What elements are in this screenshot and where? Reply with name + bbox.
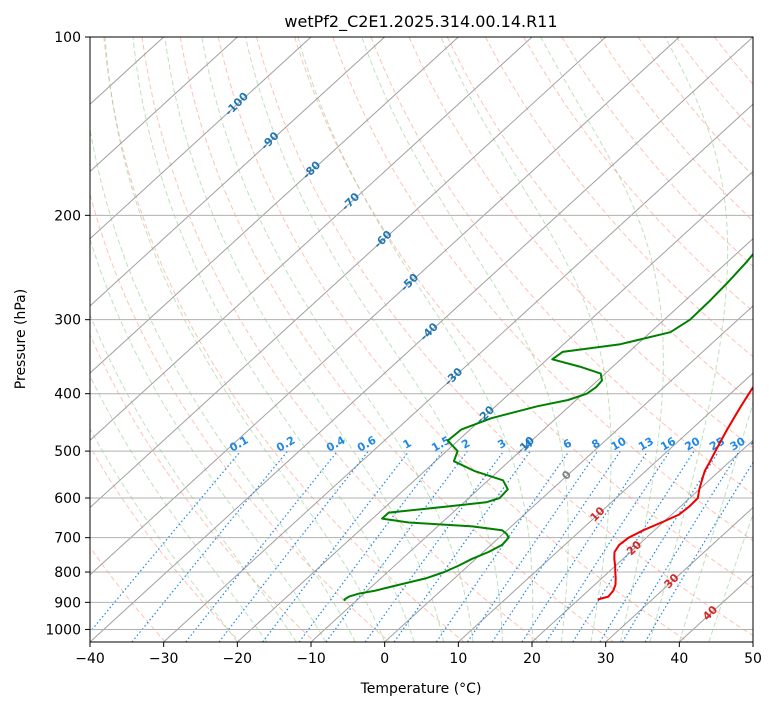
mixing-ratio-line <box>435 450 570 642</box>
dry-adiabat-line <box>103 37 465 642</box>
x-tick-label: 0 <box>380 651 389 667</box>
y-tick-label: 500 <box>54 444 81 460</box>
moist-adiabat-line <box>90 237 327 642</box>
plot-frame <box>89 36 754 643</box>
moist-adiabat-line <box>678 401 753 642</box>
dry-adiabat-line <box>217 37 689 642</box>
moist-adiabat-line <box>245 37 503 642</box>
moist-adiabat-line <box>90 125 356 642</box>
moist-adiabat-line <box>201 37 474 642</box>
isotherm-line <box>457 372 753 642</box>
isotherm-line <box>531 439 753 642</box>
y-tick-label: 600 <box>54 491 81 507</box>
x-tick-label: 20 <box>523 651 541 667</box>
moist-adiabat-line <box>649 37 729 642</box>
mixing-ratio-line <box>90 450 242 633</box>
x-tick-label: −20 <box>223 651 253 667</box>
y-tick-label: 1000 <box>45 622 81 638</box>
isotherm-line <box>236 170 753 642</box>
y-axis-label: Pressure (hPa) <box>13 289 29 389</box>
mixing-ratio-label: 36 <box>748 434 768 453</box>
mixing-ratio-line <box>545 450 671 642</box>
mixing-ratio-line <box>621 450 740 642</box>
dry-adiabat-line <box>141 37 540 642</box>
isotherm-line <box>90 37 312 240</box>
dry-adiabat-line <box>370 37 753 495</box>
x-tick-label: 10 <box>449 651 467 667</box>
moist-adiabat-line <box>297 37 534 642</box>
x-tick-label: 30 <box>597 651 615 667</box>
mixing-ratio-line <box>325 450 468 642</box>
axes: −40 −30 −20 −10 0 10 20 30 40 50 100 200 300 400 500 60… <box>45 30 762 667</box>
moist-adiabat-line <box>440 37 612 642</box>
chart-title: wetPf2_C2E1.2025.314.00.14.R11 <box>284 12 557 32</box>
isotherm-line <box>90 37 238 173</box>
mixing-ratio-line <box>131 450 289 642</box>
dry-adiabat-line <box>179 37 614 642</box>
isotherm-line <box>90 37 459 374</box>
x-tick-label: −40 <box>75 651 105 667</box>
isotherm-line <box>90 37 386 307</box>
dry-adiabat-line <box>523 37 753 313</box>
dry-adiabat-line <box>90 333 316 642</box>
isotherm-line <box>90 37 680 576</box>
x-tick-label: −10 <box>296 651 326 667</box>
dry-adiabat-line <box>484 37 753 358</box>
moist-adiabat-line <box>90 427 238 642</box>
temperature-profile-line <box>597 385 753 601</box>
moist-adiabat-line <box>540 37 664 642</box>
dry-adiabat-line <box>90 192 390 642</box>
isotherm-line <box>605 506 753 642</box>
dry-adiabat-line <box>90 445 241 642</box>
dry-adiabat-line <box>332 37 753 542</box>
y-tick-label: 300 <box>54 313 81 329</box>
mixing-ratio-line <box>262 450 410 642</box>
isotherm-line <box>90 37 607 509</box>
moist-adiabat-line <box>164 37 445 642</box>
x-tick-label: 40 <box>670 651 688 667</box>
moist-adiabat-line <box>90 374 268 642</box>
y-tick-label: 100 <box>54 30 81 46</box>
dewpoint-profile-line <box>343 252 753 602</box>
y-tick-label: 800 <box>54 565 81 581</box>
y-tick-label: 700 <box>54 531 81 547</box>
y-tick-label: 200 <box>54 208 81 224</box>
y-tick-label: 900 <box>54 595 81 611</box>
mixing-ratio-line <box>572 450 695 642</box>
moist-adiabat-line <box>708 513 753 642</box>
dry-adiabat-line <box>446 37 753 403</box>
mixing-ratio-line <box>466 450 599 642</box>
y-tick-label: 400 <box>54 387 81 403</box>
isotherm-line <box>384 305 753 642</box>
x-tick-label: −30 <box>149 651 179 667</box>
mixing-ratio-line <box>393 450 531 642</box>
mixing-ratio-line <box>298 450 444 642</box>
x-tick-label: 50 <box>744 651 762 667</box>
isotherm-line <box>90 37 533 442</box>
mixing-ratio-line <box>491 450 621 642</box>
moist-adiabat-line <box>90 313 297 642</box>
dry-adiabat-line <box>294 37 753 589</box>
mixing-ratio-line <box>521 450 649 642</box>
isotherm-line <box>90 37 753 642</box>
x-axis-label: Temperature (°C) <box>360 681 482 697</box>
mixing-ratio-line <box>185 450 339 642</box>
moist-adiabat-line <box>361 37 569 642</box>
mixing-ratio-line <box>364 450 505 642</box>
isotherm-line <box>163 103 753 642</box>
moist-adiabat-line <box>132 37 415 642</box>
